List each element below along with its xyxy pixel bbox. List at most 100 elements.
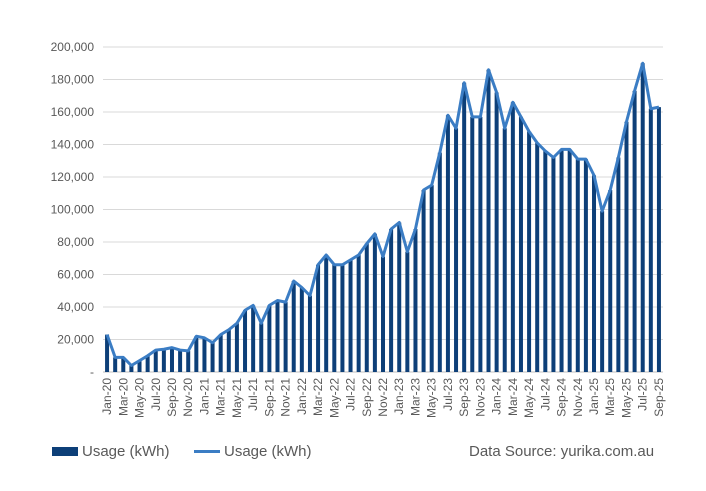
bar [332,264,337,372]
bar [210,342,215,372]
bar [348,259,353,372]
bar [583,159,588,372]
bar [624,121,629,372]
legend-bar-label: Usage (kWh) [82,443,170,460]
bar [413,229,418,372]
y-tick-label: 160,000 [51,105,95,119]
x-tick-label: Sep-25 [652,378,666,417]
x-tick-label: May-20 [133,378,147,418]
x-tick-label: Nov-23 [473,378,487,417]
x-tick-label: Jul-20 [149,378,163,411]
x-tick-label: Nov-21 [279,378,293,417]
bar [656,107,661,372]
x-tick-label: Jan-22 [295,378,309,415]
data-source: Data Source: yurika.com.au [469,443,655,460]
x-tick-label: Sep-22 [360,378,374,417]
x-tick-label: Jul-23 [441,378,455,411]
x-tick-label: Sep-20 [165,378,179,417]
y-tick-label: 100,000 [51,203,95,217]
bar [218,334,223,372]
bar [518,116,523,372]
legend-bar: Usage (kWh) [52,443,170,460]
bar [494,92,499,372]
bar [178,350,183,372]
bar [267,305,272,372]
x-tick-label: Nov-24 [571,378,585,417]
x-tick-label: Jan-20 [100,378,114,415]
bar [161,349,166,372]
bar [470,116,475,372]
bar [640,63,645,372]
x-tick-label: Mar-22 [311,378,325,416]
bar [437,152,442,372]
bar [648,108,653,372]
x-tick-label: May-24 [522,378,536,418]
x-tick-label: Nov-22 [376,378,390,417]
bar [340,264,345,372]
x-tick-label: Jan-24 [490,378,504,415]
x-tick-label: May-23 [425,378,439,418]
bar [153,350,158,372]
bar [551,157,556,372]
x-tick-label: May-21 [230,378,244,418]
bar [527,131,532,372]
bar [478,116,483,372]
bar [251,305,256,372]
bar [559,149,564,372]
x-tick-label: Jul-21 [246,378,260,411]
bar [567,149,572,372]
bar [105,334,110,372]
bar [243,310,248,372]
bar [316,264,321,372]
x-tick-label: Sep-24 [555,378,569,417]
bar [462,82,467,372]
x-tick-label: Sep-21 [262,378,276,417]
x-tick-label: Jan-23 [392,378,406,415]
bar [608,190,613,372]
bar [275,300,280,372]
bar [259,323,264,372]
bar [543,151,548,372]
bar [169,347,174,372]
x-tick-label: Nov-20 [181,378,195,417]
x-tick-label: Jan-25 [587,378,601,415]
legend-line-label: Usage (kWh) [224,443,312,460]
bar [421,190,426,372]
bar [113,357,118,372]
x-tick-label: May-22 [327,378,341,418]
bar [364,243,369,372]
bar [307,295,312,372]
bar [535,142,540,372]
bar [592,175,597,372]
bar [381,256,385,372]
bar [324,255,329,372]
bar [454,128,459,372]
bar [291,281,296,372]
x-tick-label: Jul-22 [344,378,358,411]
bar [137,360,142,372]
x-tick-label: Jul-25 [636,378,650,411]
bar [194,336,199,372]
bar [389,229,394,372]
bar [121,357,126,372]
x-tick-label: Mar-23 [408,378,422,416]
x-tick-label: Mar-21 [214,378,228,416]
x-tick-label: Mar-24 [506,378,520,416]
bar [145,355,150,372]
x-tick-label: May-25 [619,378,633,418]
bar [226,329,231,372]
bar [234,323,239,372]
y-tick-label: 200,000 [51,40,95,54]
bar [283,302,288,372]
bar [372,233,377,372]
bar [575,159,580,372]
bar [299,287,304,372]
y-tick-label: 140,000 [51,138,95,152]
bar [510,102,515,372]
bar [616,157,621,372]
bar [486,69,491,372]
bar [129,365,134,372]
bar [405,251,410,372]
x-tick-label: Jan-21 [197,378,211,415]
bar [632,90,637,372]
